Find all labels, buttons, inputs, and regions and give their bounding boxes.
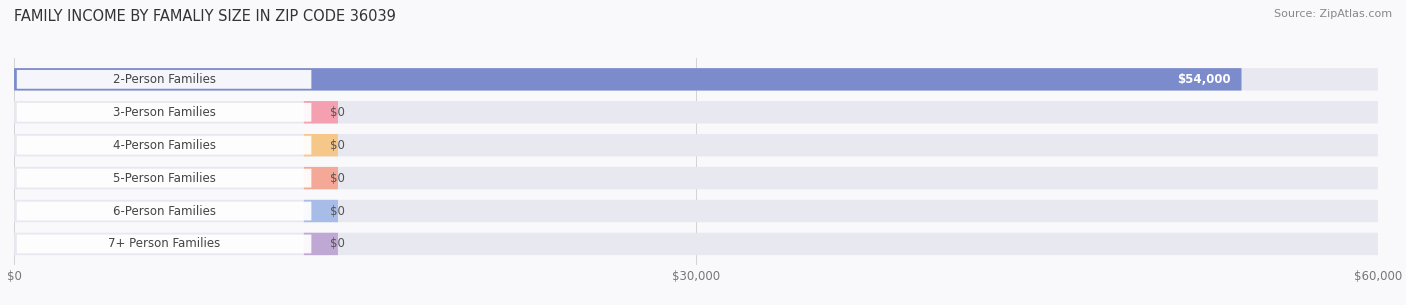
Text: $0: $0 [330, 205, 346, 217]
FancyBboxPatch shape [304, 167, 337, 189]
Text: $0: $0 [330, 172, 346, 185]
Text: FAMILY INCOME BY FAMALIY SIZE IN ZIP CODE 36039: FAMILY INCOME BY FAMALIY SIZE IN ZIP COD… [14, 9, 396, 24]
FancyBboxPatch shape [304, 134, 337, 156]
Text: $0: $0 [330, 139, 346, 152]
Text: 7+ Person Families: 7+ Person Families [108, 238, 221, 250]
Text: $0: $0 [330, 238, 346, 250]
FancyBboxPatch shape [17, 103, 311, 122]
FancyBboxPatch shape [14, 68, 1241, 91]
Text: $54,000: $54,000 [1177, 73, 1230, 86]
Text: 4-Person Families: 4-Person Families [112, 139, 215, 152]
FancyBboxPatch shape [17, 70, 311, 89]
FancyBboxPatch shape [14, 101, 1378, 124]
FancyBboxPatch shape [14, 134, 1378, 156]
Text: $0: $0 [330, 106, 346, 119]
FancyBboxPatch shape [14, 200, 1378, 222]
FancyBboxPatch shape [17, 169, 311, 188]
FancyBboxPatch shape [17, 235, 311, 253]
FancyBboxPatch shape [14, 233, 1378, 255]
Text: Source: ZipAtlas.com: Source: ZipAtlas.com [1274, 9, 1392, 19]
FancyBboxPatch shape [14, 167, 1378, 189]
FancyBboxPatch shape [17, 136, 311, 155]
FancyBboxPatch shape [304, 200, 337, 222]
FancyBboxPatch shape [17, 202, 311, 221]
FancyBboxPatch shape [304, 101, 337, 124]
Text: 2-Person Families: 2-Person Families [112, 73, 215, 86]
Text: 3-Person Families: 3-Person Families [112, 106, 215, 119]
Text: 5-Person Families: 5-Person Families [112, 172, 215, 185]
FancyBboxPatch shape [304, 233, 337, 255]
FancyBboxPatch shape [14, 68, 1378, 91]
Text: 6-Person Families: 6-Person Families [112, 205, 215, 217]
